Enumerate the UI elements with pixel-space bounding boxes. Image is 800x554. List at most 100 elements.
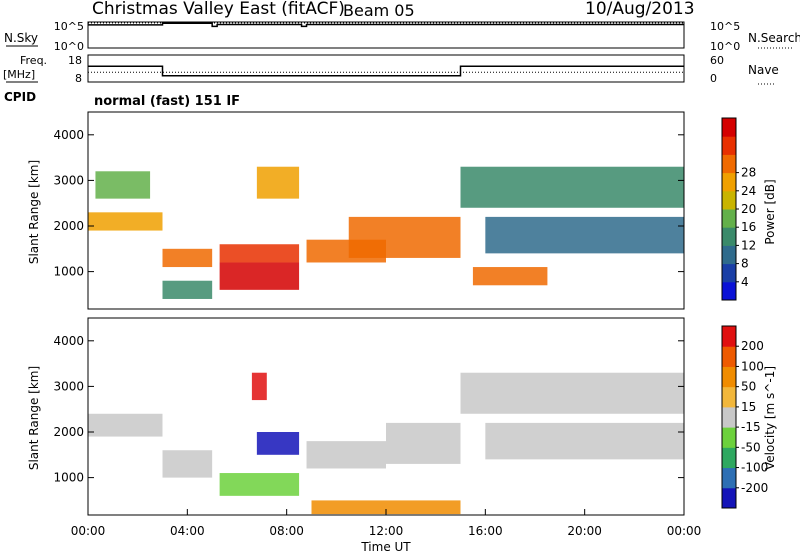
power-colorbar-label-3: 16 bbox=[741, 220, 756, 234]
power-ytick-label-1: 2000 bbox=[53, 219, 84, 233]
power-colorbar-label-2: 12 bbox=[741, 238, 756, 252]
time-tick-label-3: 12:00 bbox=[369, 524, 404, 538]
power-region-11 bbox=[472, 267, 548, 286]
velocity-colorbar-label-7: -200 bbox=[741, 481, 768, 495]
noise-panel: 10^5 10^0 10^5 10^0 bbox=[54, 20, 740, 53]
cpid-label: CPID bbox=[4, 90, 36, 104]
velocity-colorbar-swatch-1 bbox=[722, 467, 736, 489]
velocity-region-7 bbox=[386, 422, 461, 464]
power-colorbar-swatch-6 bbox=[722, 172, 736, 192]
power-region-9 bbox=[460, 166, 684, 208]
velocity-region-2 bbox=[219, 473, 300, 496]
time-tick-label-5: 20:00 bbox=[567, 524, 602, 538]
velocity-region-0 bbox=[88, 413, 163, 437]
date-label: 10/Aug/2013 bbox=[585, 0, 695, 19]
time-tick-label-1: 04:00 bbox=[170, 524, 205, 538]
velocity-region-9 bbox=[485, 422, 684, 460]
velocity-colorbar-label-2: 50 bbox=[741, 380, 756, 394]
velocity-colorbar-swatch-2 bbox=[722, 447, 736, 469]
cpid-value: normal (fast) 151 IF bbox=[94, 94, 240, 109]
power-region-8 bbox=[348, 216, 461, 258]
power-panel: 1000 2000 3000 4000 Slant Range [km] bbox=[27, 111, 685, 310]
power-ytick-label-0: 1000 bbox=[53, 265, 84, 279]
noise-ytick-bottom: 10^0 bbox=[54, 40, 84, 53]
power-ylabel: Slant Range [km] bbox=[27, 160, 41, 264]
power-colorbar-label-5: 24 bbox=[741, 184, 756, 198]
velocity-colorbar-label: Velocity [m s^-1] bbox=[763, 366, 777, 470]
velocity-region-8 bbox=[460, 372, 684, 414]
velocity-colorbar-swatch-3 bbox=[722, 427, 736, 448]
velocity-colorbar-label-6: -100 bbox=[741, 461, 768, 475]
nave-ytick-top: 60 bbox=[710, 54, 724, 67]
time-tick-label-6: 00:00 bbox=[667, 524, 702, 538]
power-colorbar: 4 8 12 16 20 24 28 bbox=[721, 117, 756, 301]
freq-series-0 bbox=[88, 65, 684, 77]
velocity-panel: 1000 2000 3000 4000 Slant Range [km] bbox=[27, 317, 685, 516]
velocity-colorbar-swatch-7 bbox=[722, 346, 736, 367]
power-colorbar-swatch-0 bbox=[722, 281, 736, 301]
velocity-region-6 bbox=[311, 500, 461, 515]
frequency-frame bbox=[87, 54, 685, 83]
power-background bbox=[88, 112, 684, 309]
power-colorbar-label-4: 20 bbox=[741, 202, 756, 216]
power-region-0 bbox=[88, 212, 163, 231]
noise-ytick-right-bottom: 10^0 bbox=[710, 40, 740, 53]
power-colorbar-swatch-3 bbox=[722, 227, 736, 246]
velocity-region-3 bbox=[256, 432, 300, 455]
power-colorbar-swatch-2 bbox=[722, 245, 736, 265]
power-region-2 bbox=[162, 248, 213, 268]
power-region-6 bbox=[256, 166, 300, 199]
velocity-region-4 bbox=[251, 372, 267, 401]
power-ytick-label-3: 4000 bbox=[53, 128, 84, 142]
beam-label: Beam 05 bbox=[343, 1, 415, 20]
time-tick-label-0: 00:00 bbox=[71, 524, 106, 538]
velocity-ylabel: Slant Range [km] bbox=[27, 366, 41, 470]
time-axis: 00:00 04:00 08:00 12:00 16:00 20:00 00:00 bbox=[71, 509, 702, 538]
freq-unit-label: [MHz] bbox=[3, 68, 35, 81]
velocity-region-5 bbox=[306, 441, 386, 469]
station-title: Christmas Valley East (fitACF) bbox=[92, 0, 345, 19]
time-tick-label-2: 08:00 bbox=[269, 524, 304, 538]
velocity-colorbar: 200 100 50 15 -15 -50 -100 -200 bbox=[721, 325, 768, 509]
power-colorbar-swatch-5 bbox=[722, 190, 736, 210]
velocity-colorbar-label-1: 100 bbox=[741, 359, 764, 373]
power-region-1 bbox=[95, 171, 151, 199]
velocity-colorbar-frame bbox=[721, 325, 737, 509]
velocity-colorbar-swatch-0 bbox=[722, 487, 736, 509]
noise-ytick-right-top: 10^5 bbox=[710, 20, 740, 33]
velocity-colorbar-label-4: -15 bbox=[741, 420, 761, 434]
power-colorbar-swatch-1 bbox=[722, 263, 736, 283]
power-region-4 bbox=[219, 262, 300, 290]
velocity-ytick-label-0: 1000 bbox=[53, 471, 84, 485]
time-tick-label-4: 16:00 bbox=[468, 524, 503, 538]
velocity-ytick-label-1: 2000 bbox=[53, 425, 84, 439]
power-colorbar-label: Power [dB] bbox=[763, 179, 777, 244]
velocity-colorbar-swatch-4 bbox=[722, 406, 736, 428]
freq-ytick-top: 18 bbox=[68, 54, 82, 67]
velocity-colorbar-swatch-8 bbox=[722, 326, 736, 347]
nave-ytick-bottom: 0 bbox=[710, 72, 717, 85]
power-colorbar-swatch-8 bbox=[722, 136, 736, 155]
nave-label: Nave bbox=[748, 63, 779, 77]
nsky-label: N.Sky bbox=[4, 31, 38, 45]
freq-label: Freq. bbox=[20, 54, 47, 67]
velocity-ytick-label-2: 3000 bbox=[53, 379, 84, 393]
power-colorbar-swatch-9 bbox=[722, 118, 736, 137]
power-ytick-label-2: 3000 bbox=[53, 173, 84, 187]
power-frame bbox=[87, 111, 685, 310]
velocity-colorbar-swatch-6 bbox=[722, 366, 736, 388]
velocity-colorbar-label-0: 200 bbox=[741, 339, 764, 353]
power-region-5 bbox=[219, 244, 300, 263]
power-region-10 bbox=[485, 216, 684, 254]
freq-ytick-bottom: 8 bbox=[75, 72, 82, 85]
noise-ytick-top: 10^5 bbox=[54, 20, 84, 33]
frequency-panel: 18 8 60 0 bbox=[68, 54, 724, 85]
noise-series-0 bbox=[88, 22, 684, 28]
noise-frame bbox=[87, 21, 685, 49]
power-colorbar-swatch-7 bbox=[722, 154, 736, 174]
velocity-region-1 bbox=[162, 450, 213, 478]
power-colorbar-swatch-4 bbox=[722, 209, 736, 228]
power-colorbar-label-6: 28 bbox=[741, 166, 756, 180]
time-axis-label: Time UT bbox=[360, 540, 411, 554]
